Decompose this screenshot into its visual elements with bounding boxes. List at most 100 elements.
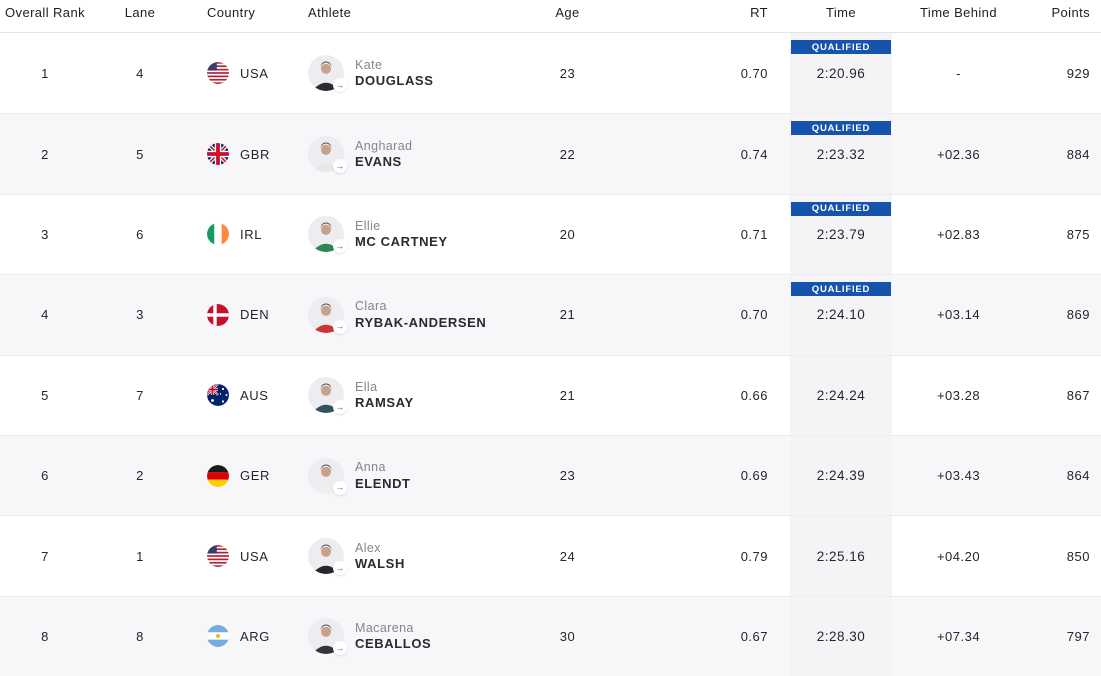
athlete-name: Alex WALSH: [355, 540, 405, 573]
age-value: 30: [559, 628, 576, 644]
reaction-time-value: 0.67: [740, 628, 768, 644]
country-cell: USA: [190, 33, 300, 113]
athlete-first-name: Clara: [355, 299, 387, 314]
column-header-athlete: Athlete: [308, 4, 352, 20]
column-header-lane: Lane: [124, 4, 156, 20]
athlete-avatar: →: [308, 296, 347, 334]
athlete-first-name: Anna: [355, 460, 386, 475]
athlete-cell[interactable]: → Kate DOUGLASS: [300, 33, 540, 113]
lane-value: 1: [136, 548, 144, 564]
time-value: 2:25.16: [816, 548, 866, 564]
table-row[interactable]: 6 2 GER → Anna ELENDT 23 0.69 2:24.39 +0…: [0, 434, 1101, 516]
country-flag-icon: [207, 384, 229, 407]
country-cell: USA: [190, 516, 300, 595]
time-cell: 2:25.16: [790, 516, 892, 596]
lane-value: 5: [136, 146, 144, 162]
time-behind-value: +07.34: [936, 628, 981, 644]
athlete-name: Macarena CEBALLOS: [355, 620, 431, 653]
athlete-last-name: EVANS: [355, 154, 402, 170]
age-value: 24: [559, 548, 576, 564]
athlete-last-name: CEBALLOS: [355, 636, 432, 652]
rank-value: 2: [41, 146, 49, 162]
athlete-name: Clara RYBAK-ANDERSEN: [355, 298, 486, 331]
age-value: 21: [559, 307, 576, 323]
time-behind-value: -: [956, 65, 961, 81]
qualified-badge: QUALIFIED: [791, 40, 891, 54]
time-value: 2:24.24: [816, 387, 866, 403]
athlete-link-arrow-icon[interactable]: →: [333, 641, 347, 656]
lane-value: 7: [136, 387, 144, 403]
time-cell: QUALIFIED 2:24.10: [790, 275, 892, 355]
points-value: 875: [1066, 226, 1090, 242]
athlete-cell[interactable]: → Alex WALSH: [300, 516, 540, 595]
time-cell: QUALIFIED 2:23.32: [790, 114, 892, 194]
athlete-cell[interactable]: → Ella RAMSAY: [300, 356, 540, 435]
column-header-country: Country: [207, 4, 256, 20]
athlete-cell[interactable]: → Ellie MC CARTNEY: [300, 195, 540, 274]
lane-value: 6: [136, 226, 144, 242]
athlete-avatar: →: [308, 457, 347, 495]
athlete-avatar: →: [308, 618, 347, 656]
table-row[interactable]: 7 1 USA → Alex WALSH 24 0.79 2:25.16 +04…: [0, 515, 1101, 596]
athlete-name: Ellie MC CARTNEY: [355, 218, 448, 251]
athlete-name: Anna ELENDT: [355, 459, 411, 492]
athlete-avatar: →: [308, 538, 347, 576]
age-value: 20: [559, 226, 576, 242]
athlete-last-name: WALSH: [355, 556, 405, 572]
athlete-link-arrow-icon[interactable]: →: [333, 319, 347, 334]
athlete-first-name: Angharad: [355, 138, 413, 153]
rank-value: 4: [41, 307, 49, 323]
athlete-link-arrow-icon[interactable]: →: [333, 239, 347, 254]
time-cell: 2:24.24: [790, 355, 892, 435]
athlete-cell[interactable]: → Anna ELENDT: [300, 436, 540, 515]
athlete-link-arrow-icon[interactable]: →: [333, 561, 347, 576]
table-row[interactable]: 8 8 ARG → Macarena CEBALLOS 30 0.67 2:28…: [0, 595, 1101, 676]
points-value: 797: [1066, 628, 1090, 644]
column-header-age: Age: [555, 4, 580, 20]
athlete-link-arrow-icon[interactable]: →: [333, 400, 347, 415]
athlete-avatar: →: [308, 55, 347, 93]
athlete-cell[interactable]: → Angharad EVANS: [300, 114, 540, 193]
rank-value: 6: [41, 468, 49, 484]
athlete-first-name: Macarena: [355, 620, 414, 635]
country-code: AUS: [240, 387, 269, 403]
points-value: 929: [1066, 65, 1090, 81]
country-flag-icon: [207, 545, 229, 568]
time-behind-value: +03.43: [936, 468, 981, 484]
athlete-first-name: Ellie: [355, 218, 381, 233]
time-value: 2:24.39: [816, 468, 866, 484]
age-value: 22: [559, 146, 576, 162]
column-header-overall-rank: Overall Rank: [5, 4, 85, 20]
country-cell: DEN: [190, 275, 300, 354]
athlete-link-arrow-icon[interactable]: →: [333, 480, 347, 495]
table-row[interactable]: 5 7 AUS → Ella RAMSAY 21 0.66 2:24.24 +0…: [0, 354, 1101, 435]
age-value: 21: [559, 387, 576, 403]
athlete-first-name: Ella: [355, 379, 378, 394]
table-row[interactable]: 3 6 IRL → Ellie MC CARTNEY 20 0.71 QUALI…: [0, 193, 1101, 275]
athlete-name: Ella RAMSAY: [355, 379, 414, 412]
table-header: Overall Rank Lane Country Athlete Age RT…: [0, 0, 1101, 33]
athlete-name: Angharad EVANS: [355, 138, 412, 171]
qualified-badge: QUALIFIED: [791, 282, 891, 297]
lane-value: 2: [136, 468, 144, 484]
athlete-cell[interactable]: → Macarena CEBALLOS: [300, 597, 540, 676]
points-value: 864: [1066, 468, 1090, 484]
athlete-cell[interactable]: → Clara RYBAK-ANDERSEN: [300, 275, 540, 354]
athlete-link-arrow-icon[interactable]: →: [333, 159, 347, 174]
lane-value: 3: [136, 307, 144, 323]
table-row[interactable]: 4 3 DEN → Clara RYBAK-ANDERSEN 21 0.70 Q…: [0, 274, 1101, 355]
country-flag-icon: [207, 223, 229, 246]
time-cell: QUALIFIED 2:20.96: [790, 33, 892, 114]
age-value: 23: [559, 65, 576, 81]
table-row[interactable]: 2 5 GBR → Angharad EVANS 22 0.74 QUALIFI…: [0, 113, 1101, 194]
country-cell: ARG: [190, 597, 300, 676]
country-code: ARG: [240, 628, 270, 644]
rank-value: 3: [41, 226, 49, 242]
country-flag-icon: [207, 625, 229, 648]
country-code: DEN: [240, 307, 270, 323]
column-header-time: Time: [825, 4, 856, 20]
lane-value: 8: [136, 628, 144, 644]
table-row[interactable]: 1 4 USA → Kate DOUGLASS 23 0.70 QUALIFIE…: [0, 33, 1101, 114]
athlete-last-name: MC CARTNEY: [355, 234, 448, 250]
athlete-link-arrow-icon[interactable]: →: [333, 78, 347, 93]
